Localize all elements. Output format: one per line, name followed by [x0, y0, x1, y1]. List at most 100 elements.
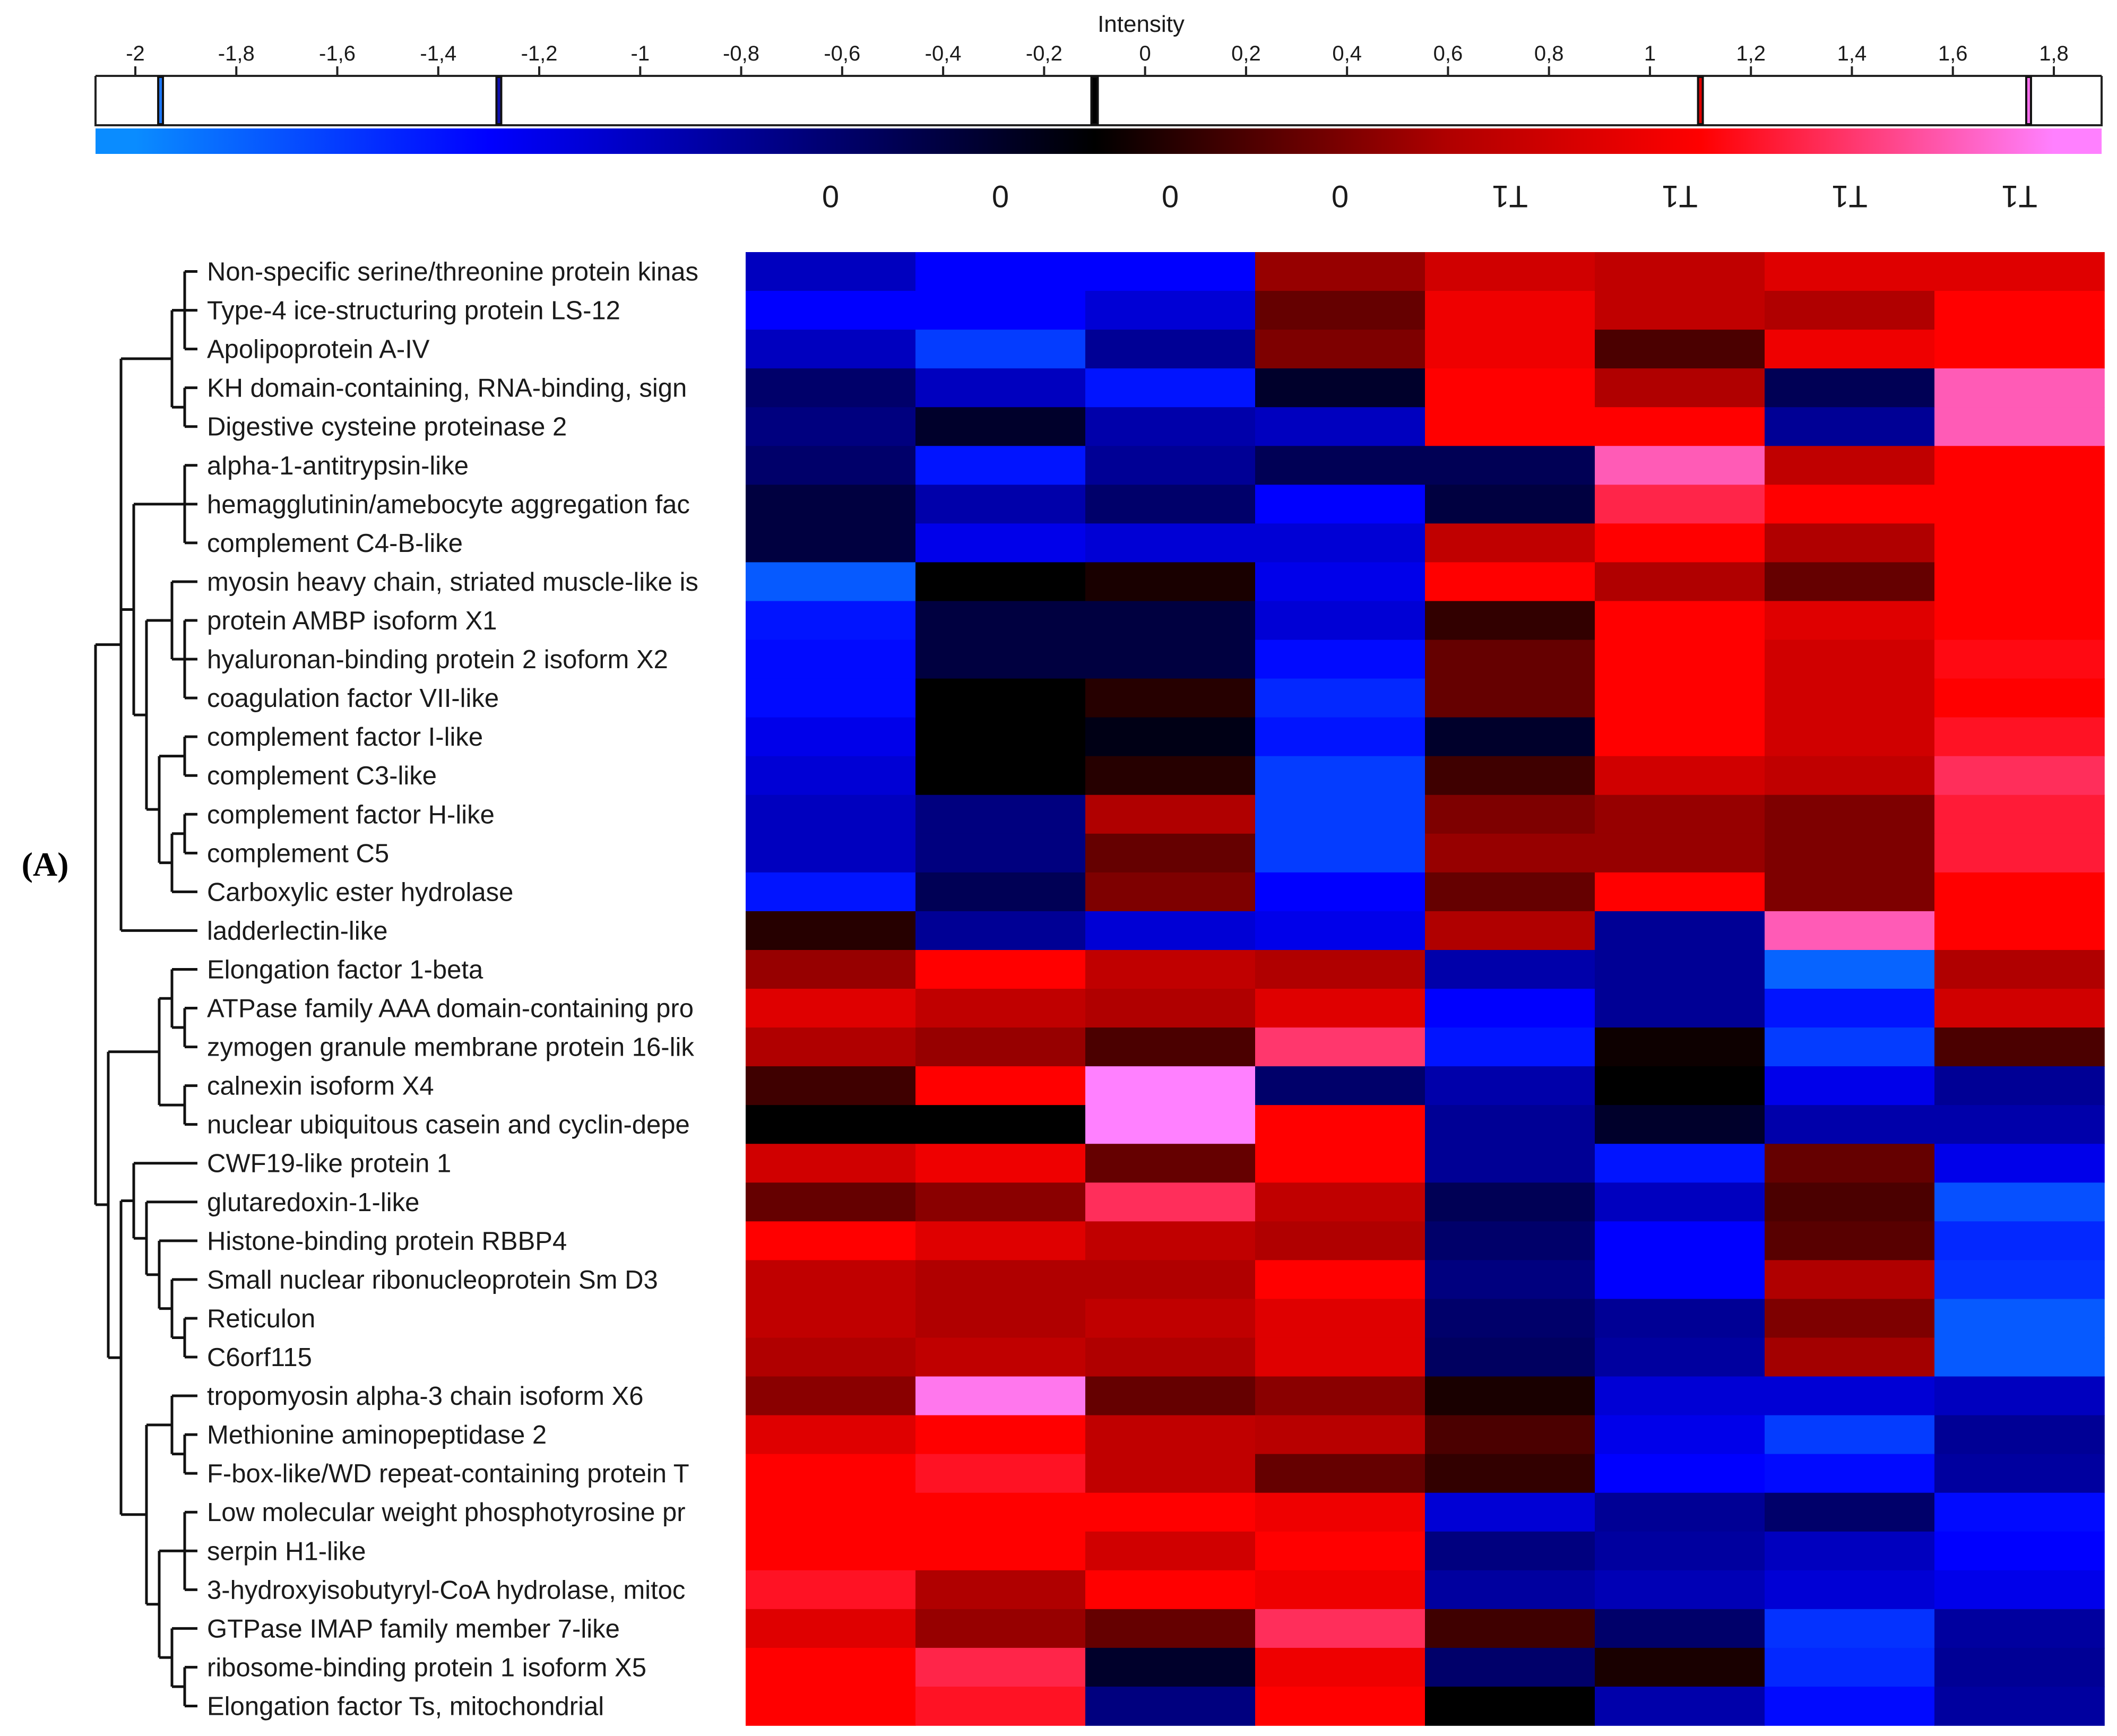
- heatmap-cell: [1595, 1686, 1765, 1726]
- heatmap-cell: [1085, 1647, 1256, 1687]
- intensity-legend: Intensity -2 -1,8 -1,6 -1,4 -1,2 -1 -0,8 -0,6 -0…: [94, 11, 2103, 154]
- heatmap-cell: [915, 1260, 1086, 1300]
- row-label: ATPase family AAA domain-containing pro: [207, 995, 694, 1023]
- heatmap-cell: [1765, 911, 1935, 951]
- heatmap-cell: [1085, 678, 1256, 718]
- heatmap-cell: [1934, 1182, 2105, 1222]
- heatmap-cell: [1255, 1609, 1425, 1648]
- heatmap-cell: [915, 1492, 1086, 1532]
- legend-marker-fill: [2027, 78, 2030, 123]
- heatmap-cell: [746, 1221, 916, 1261]
- heatmap-cell: [1425, 794, 1595, 834]
- heatmap-cell: [1934, 252, 2105, 291]
- heatmap-cell: [1255, 872, 1425, 912]
- heatmap-cell: [746, 717, 916, 757]
- heatmap-cell: [1595, 601, 1765, 641]
- row-label: serpin H1-like: [207, 1537, 366, 1566]
- row-label: zymogen granule membrane protein 16-lik: [207, 1033, 694, 1062]
- heatmap-cell: [1595, 872, 1765, 912]
- heatmap-cell: [915, 407, 1086, 447]
- heatmap-cell: [915, 252, 1086, 291]
- heatmap-cell: [1425, 1415, 1595, 1455]
- legend-tick-label: 1,2: [1736, 42, 1766, 65]
- heatmap-cell: [746, 1531, 916, 1571]
- heatmap-cell: [1595, 911, 1765, 951]
- heatmap-cell: [1255, 523, 1425, 563]
- heatmap-cell: [915, 523, 1086, 563]
- heatmap-cell: [1765, 1686, 1935, 1726]
- row-label: Apolipoprotein A-IV: [207, 335, 430, 364]
- heatmap-cell: [1765, 949, 1935, 989]
- heatmap-cell: [746, 291, 916, 330]
- heatmap-cell: [1425, 1647, 1595, 1687]
- row-label: hemagglutinin/amebocyte aggregation fac: [207, 490, 690, 519]
- heatmap-cell: [1934, 562, 2105, 602]
- heatmap-cell: [1425, 407, 1595, 447]
- heatmap-cell: [1255, 1260, 1425, 1300]
- heatmap-cell: [1255, 562, 1425, 602]
- legend-tick-label: 1,6: [1938, 42, 1968, 65]
- heatmap-cell: [746, 1415, 916, 1455]
- row-label: GTPase IMAP family member 7-like: [207, 1614, 620, 1643]
- heatmap-cell: [915, 485, 1086, 524]
- heatmap-cell: [1425, 1570, 1595, 1610]
- heatmap-cell: [1085, 1144, 1256, 1184]
- heatmap-cell: [915, 368, 1086, 408]
- heatmap-cell: [1255, 1570, 1425, 1610]
- heatmap-cell: [1595, 989, 1765, 1028]
- row-dendrogram: [94, 270, 197, 1707]
- legend-marker-fill: [1092, 78, 1097, 123]
- heatmap-cell: [1934, 911, 2105, 951]
- heatmap-cell: [1085, 1105, 1256, 1145]
- heatmap-cell: [1595, 1066, 1765, 1105]
- heatmap-cell: [1425, 1105, 1595, 1145]
- row-label: Methionine aminopeptidase 2: [207, 1421, 547, 1449]
- row-label-group: Non-specific serine/threonine protein ki…: [207, 258, 698, 1721]
- heatmap-cell: [1765, 1027, 1935, 1067]
- row-label: Digestive cysteine proteinase 2: [207, 413, 567, 442]
- heatmap-cell: [1255, 368, 1425, 408]
- heatmap-cell: [1934, 989, 2105, 1028]
- heatmap-cell: [1934, 1144, 2105, 1184]
- heatmap-cell: [1255, 1337, 1425, 1377]
- heatmap-cell: [1085, 291, 1256, 330]
- heatmap-cell: [1934, 485, 2105, 524]
- heatmap-cell: [1425, 756, 1595, 796]
- row-label: ribosome-binding protein 1 isoform X5: [207, 1653, 646, 1682]
- heatmap-cell: [1934, 1492, 2105, 1532]
- heatmap-cell: [1425, 1299, 1595, 1338]
- heatmap-cell: [746, 1686, 916, 1726]
- heatmap-cell: [915, 1027, 1086, 1067]
- heatmap-cell: [1425, 1144, 1595, 1184]
- heatmap-cell: [915, 1066, 1086, 1105]
- heatmap-cell: [1255, 833, 1425, 873]
- heatmap-cell: [746, 562, 916, 602]
- row-label: complement factor H-like: [207, 800, 495, 829]
- heatmap-cell: [1934, 1260, 2105, 1300]
- heatmap-cell: [1085, 1066, 1256, 1105]
- heatmap-cell: [1085, 446, 1256, 486]
- heatmap-cell: [915, 678, 1086, 718]
- heatmap-cell: [915, 1570, 1086, 1610]
- heatmap-cell: [1595, 368, 1765, 408]
- heatmap-cell: [1085, 1454, 1256, 1493]
- legend-tick-label: -1: [631, 42, 650, 65]
- column-label: T1: [2001, 179, 2037, 213]
- legend-tick-label: 0,8: [1534, 42, 1564, 65]
- heatmap-cell: [1255, 407, 1425, 447]
- row-label: tropomyosin alpha-3 chain isoform X6: [207, 1382, 644, 1411]
- heatmap-cell: [1765, 1376, 1935, 1416]
- heatmap-cell: [1765, 407, 1935, 447]
- heatmap-cell: [1765, 989, 1935, 1028]
- heatmap-cell: [1255, 640, 1425, 679]
- row-label: hyaluronan-binding protein 2 isoform X2: [207, 645, 668, 674]
- heatmap-cell: [1085, 523, 1256, 563]
- heatmap-cell: [1085, 1337, 1256, 1377]
- heatmap-cell: [1425, 949, 1595, 989]
- heatmap-cell: [746, 678, 916, 718]
- heatmap-cell: [1085, 562, 1256, 602]
- legend-tick-label: 0: [1139, 42, 1151, 65]
- heatmap-cell: [746, 989, 916, 1028]
- column-label: 0: [822, 179, 839, 213]
- heatmap-cell: [1425, 485, 1595, 524]
